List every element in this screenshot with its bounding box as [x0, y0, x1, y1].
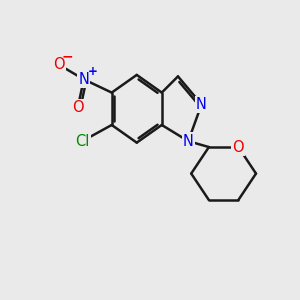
Text: Cl: Cl [75, 134, 89, 149]
Text: N: N [196, 97, 207, 112]
Text: N: N [78, 72, 89, 87]
Text: O: O [232, 140, 244, 154]
Text: +: + [88, 64, 98, 78]
Text: −: − [62, 50, 74, 63]
Text: O: O [53, 57, 64, 72]
Text: O: O [72, 100, 84, 115]
Text: N: N [183, 134, 194, 149]
